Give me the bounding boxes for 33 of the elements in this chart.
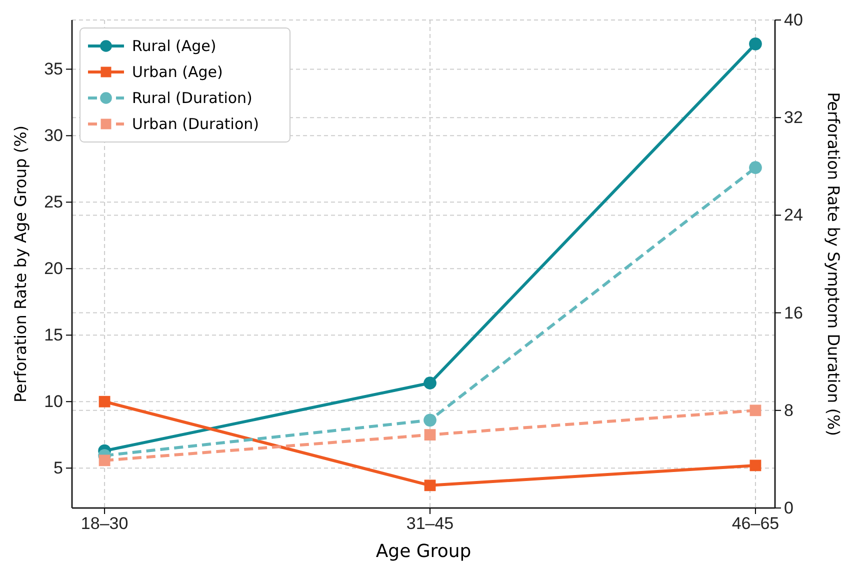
- legend-label: Urban (Age): [132, 63, 223, 81]
- point: [749, 161, 762, 174]
- y-tick-label: 35: [44, 60, 63, 79]
- x-tick-label: 46–65: [732, 514, 780, 534]
- x-axis-title: Age Group: [376, 541, 472, 562]
- y2-axis-title: Perforation Rate by Symptom Duration (%): [824, 92, 843, 436]
- y-tick-label: 30: [44, 126, 63, 146]
- point: [750, 460, 762, 472]
- point: [424, 376, 436, 390]
- y-tick-label: 10: [44, 392, 63, 412]
- y-tick-label: 5: [54, 458, 63, 478]
- point: [424, 480, 436, 492]
- y-tick-label: 25: [44, 192, 63, 212]
- point: [98, 396, 110, 408]
- point: [424, 429, 436, 440]
- y2-tick-label: 0: [784, 498, 794, 518]
- legend-label: Rural (Duration): [132, 89, 252, 107]
- point: [98, 454, 110, 466]
- y2-tick-label: 24: [784, 206, 803, 225]
- x-tick-label: 18–30: [80, 514, 128, 534]
- point: [750, 404, 762, 416]
- point: [424, 414, 436, 427]
- y2-tick-label: 16: [784, 303, 803, 322]
- x-tick-label: 31–45: [406, 514, 454, 534]
- y2-tick-label: 8: [784, 400, 794, 420]
- y-axis-title: Perforation Rate by Age Group (%): [11, 125, 30, 403]
- legend-label: Rural (Age): [132, 37, 216, 55]
- legend-label: Urban (Duration): [132, 115, 259, 133]
- y-tick-label: 15: [44, 326, 63, 345]
- point: [749, 38, 762, 50]
- y2-tick-label: 32: [784, 108, 803, 128]
- y2-tick-label: 40: [784, 10, 803, 30]
- y-tick-label: 20: [44, 259, 63, 278]
